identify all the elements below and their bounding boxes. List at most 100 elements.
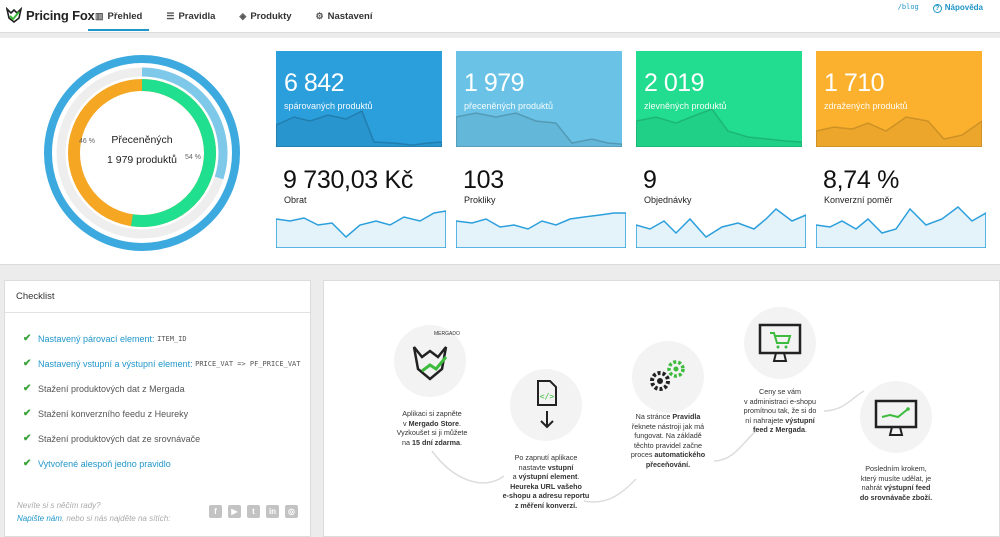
steps-connector-lines [431, 390, 865, 503]
checklist-item[interactable]: ✔ Stažení konverzního feedu z Heureky [23, 401, 310, 426]
step-line: výstupní [785, 415, 815, 425]
step-line: který musíte udělat, je [860, 473, 932, 483]
twitter-icon[interactable]: t [247, 505, 260, 518]
step-5-circle [860, 381, 932, 453]
monitor-graph-icon [874, 399, 918, 436]
tile-value: 2 019 [644, 69, 705, 97]
stat-value: 9 730,03 Kč [283, 166, 414, 194]
checklist-item[interactable]: ✔ Vytvořené alespoň jedno pravidlo [23, 451, 310, 476]
app-name: Pricing Fox [26, 7, 95, 23]
nav-item-prehled[interactable]: ▥ Přehled [88, 0, 150, 33]
nav-label: Produkty [250, 11, 292, 22]
question-icon: ? [932, 4, 942, 13]
checklist-item[interactable]: ✔ Nastavený vstupní a výstupní element: P… [23, 351, 310, 376]
outer-ring [44, 55, 240, 251]
fox-logo-icon [6, 7, 22, 23]
step-line: nastavte [518, 462, 548, 472]
checklist-item-text: Stažení konverzního feedu z Heureky [38, 408, 189, 419]
checklist-item-code: PRICE_VAT => PF_PRICE_VAT [195, 359, 301, 368]
step-line: . [577, 472, 580, 481]
instagram-icon[interactable]: ◎ [285, 505, 298, 518]
checklist-item[interactable]: ✔ Nastavený párovací element: ITEM_ID [23, 326, 310, 351]
help-link[interactable]: ? Nápověda [932, 3, 983, 13]
gears-icon [650, 360, 685, 391]
nav-item-nastaveni[interactable]: ⚙ Nastavení [309, 0, 380, 33]
step-3-text: Na stránce Pravidla řeknete nástroji jak… [618, 412, 718, 469]
step-line: z měření konverzí. [514, 500, 578, 510]
mergado-badge: MERGADO [434, 331, 460, 337]
checklist-item-text: Stažení produktových dat ze srovnávače [38, 433, 201, 444]
repricing-donut-chart [44, 55, 240, 251]
tile-discounted-products[interactable]: 2 019 zlevněných produktů [636, 51, 802, 147]
step-1-text: Aplikaci si zapněte v Mergado Store. Vyz… [384, 409, 480, 447]
check-icon: ✔ [23, 383, 32, 394]
gear-icon: ⚙ [315, 11, 324, 21]
step-line: řeknete nástroji jak má [631, 421, 705, 431]
nav-item-produkty[interactable]: ◈ Produkty [232, 0, 298, 33]
step-3-circle [632, 341, 704, 413]
step-line: přeceňování. [645, 459, 691, 469]
step-line: těchto pravidel začne [634, 440, 702, 450]
youtube-icon[interactable]: ▶ [228, 505, 241, 518]
step-line: výstupní element [518, 472, 578, 481]
step-line: . [804, 425, 807, 434]
top-links: /blog ? Nápověda [898, 3, 983, 13]
tile-repriced-products[interactable]: 1 979 přeceněných produktů [456, 51, 622, 147]
facebook-icon[interactable]: f [209, 505, 222, 518]
stat-value: 103 [463, 166, 504, 194]
step-line: ní nahrajete [745, 415, 786, 425]
stat-sparkline [636, 208, 806, 248]
step-line: Heureka URL vašeho [510, 481, 582, 491]
nav-label: Pravidla [178, 11, 216, 22]
stat-sparkline [276, 210, 446, 248]
checklist-item-text: Vytvořené alespoň jedno pravidlo [38, 458, 171, 469]
chart-bar-icon: ▥ [95, 11, 104, 21]
nav-item-pravidla[interactable]: ☰ Pravidla [159, 0, 222, 33]
app-logo[interactable]: Pricing Fox [6, 7, 95, 23]
write-us-link[interactable]: Napište nám [17, 514, 62, 523]
step-line: 15 dní zdarma [412, 437, 460, 447]
step-line: nahrát [861, 483, 885, 492]
step-line: v administraci e-shopu [744, 396, 816, 406]
step-4-text: Ceny se vám v administraci e-shopu promí… [730, 387, 830, 435]
step-line: Pravidla [672, 412, 701, 421]
checklist-title: Checklist [5, 281, 310, 313]
stat-value: 9 [643, 166, 657, 194]
step-2-text: Po zapnutí aplikace nastavte vstupní a v… [492, 453, 600, 510]
stat-sparkline [456, 212, 626, 248]
list-icon: ☰ [166, 11, 175, 21]
stat-turnover: 9 730,03 Kč Obrat [276, 166, 446, 248]
feed-download-icon: </> [537, 380, 557, 429]
tile-paired-products[interactable]: 6 842 spárovaných produktů [276, 51, 442, 147]
checklist-item[interactable]: ✔ Stažení produktových dat ze srovnávače [23, 426, 310, 451]
inner-ring-green [130, 79, 216, 227]
tile-label: spárovaných produktů [284, 101, 373, 111]
step-line: a [512, 472, 519, 481]
mergado-fox-icon [412, 346, 448, 381]
linkedin-icon[interactable]: in [266, 505, 279, 518]
help-label: Nápověda [944, 3, 983, 12]
check-icon: ✔ [23, 458, 32, 469]
contact-advice: Nevíte si s něčím rady? Napište nám, neb… [17, 499, 170, 525]
checklist-items: ✔ Nastavený párovací element: ITEM_ID ✔ Na… [5, 313, 310, 476]
stat-value: 8,74 % [823, 166, 900, 194]
middle-ring-arc [141, 67, 228, 180]
tile-raised-products[interactable]: 1 710 zdražených produktů [816, 51, 982, 147]
tile-label: zdražených produktů [824, 101, 908, 111]
blog-link[interactable]: /blog [897, 3, 919, 11]
social-links: f ▶ t in ◎ [209, 505, 298, 518]
step-line: Na stránce [635, 412, 673, 421]
step-line: vstupní [547, 462, 574, 472]
step-line: Aplikaci si zapněte [402, 409, 462, 418]
step-line: Mergado Store [408, 418, 459, 428]
step-line: e-shopu a adresu reportu [502, 491, 590, 500]
tile-value: 1 710 [824, 69, 885, 97]
tile-value: 1 979 [464, 69, 525, 97]
stat-label: Obrat [284, 195, 307, 205]
svg-text:</>: </> [540, 392, 555, 401]
check-icon: ✔ [23, 408, 32, 419]
checklist-item[interactable]: ✔ Stažení produktových dat z Mergada [23, 376, 310, 401]
tile-value: 6 842 [284, 69, 345, 97]
step-2-circle: </> [510, 369, 582, 441]
step-line: Vyzkoušet si ji můžete [396, 428, 468, 437]
